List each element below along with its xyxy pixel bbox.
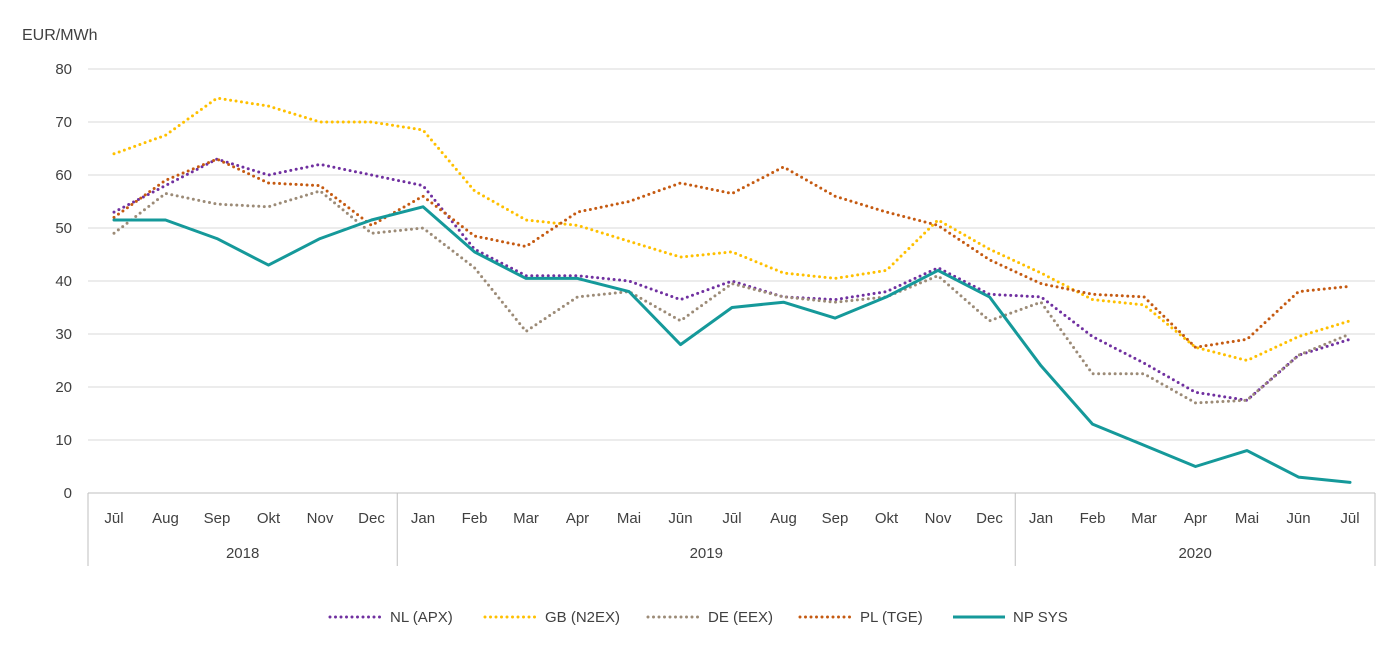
series-line-np-sys (112, 205, 1352, 484)
x-tick-label: Nov (307, 510, 334, 527)
x-tick-label: Nov (925, 510, 952, 527)
x-tick-label: Aug (152, 510, 179, 527)
x-tick-label: Okt (875, 510, 899, 527)
x-tick-label: Mai (1235, 510, 1259, 527)
x-tick-label: Jūl (104, 510, 123, 527)
y-axis-ticks: 0 10 20 30 40 50 60 70 80 (55, 61, 72, 502)
y-tick-label: 0 (64, 485, 72, 502)
x-tick-label: Mar (1131, 510, 1157, 527)
x-tick-label: Okt (257, 510, 281, 527)
legend-label: NL (APX) (390, 609, 453, 626)
y-tick-label: 40 (55, 273, 72, 290)
year-label: 2019 (690, 545, 723, 562)
x-tick-label: Sep (204, 510, 231, 527)
legend-label: NP SYS (1013, 609, 1068, 626)
x-tick-label: Feb (1080, 510, 1106, 527)
x-tick-label: Apr (1184, 510, 1207, 527)
x-tick-label: Dec (358, 510, 385, 527)
year-label: 2020 (1178, 545, 1211, 562)
x-tick-label: Mar (513, 510, 539, 527)
x-tick-label: Aug (770, 510, 797, 527)
x-tick-label: Jūn (668, 510, 692, 527)
series-line-pl-tge (112, 157, 1352, 349)
legend-label: GB (N2EX) (545, 609, 620, 626)
x-tick-label: Jan (1029, 510, 1053, 527)
x-tick-label: Jūl (1340, 510, 1359, 527)
legend-label: DE (EEX) (708, 609, 773, 626)
y-tick-label: 50 (55, 220, 72, 237)
series-line-nl-apx (112, 157, 1352, 402)
series-lines (112, 96, 1352, 484)
legend-label: PL (TGE) (860, 609, 923, 626)
y-tick-label: 30 (55, 326, 72, 343)
series-line-de-eex (112, 189, 1352, 405)
y-tick-label: 80 (55, 61, 72, 78)
x-tick-label: Feb (462, 510, 488, 527)
y-tick-label: 20 (55, 379, 72, 396)
x-tick-label: Sep (822, 510, 849, 527)
x-tick-label: Mai (617, 510, 641, 527)
x-tick-label: Jūl (722, 510, 741, 527)
x-axis: Jūl Aug Sep Okt Nov Dec Jan Feb Mar Apr Mai Jūn Jūl A… (87, 493, 1376, 566)
x-tick-label: Jūn (1286, 510, 1310, 527)
x-tick-label: Dec (976, 510, 1003, 527)
x-tick-label: Apr (566, 510, 589, 527)
y-axis-unit-label: EUR/MWh (22, 27, 98, 44)
series-line-gb-n2ex (112, 96, 1352, 362)
y-tick-label: 60 (55, 167, 72, 184)
year-label: 2018 (226, 545, 259, 562)
y-tick-label: 10 (55, 432, 72, 449)
legend: NL (APX) GB (N2EX) DE (EEX) PL (TGE) NP SYS (328, 609, 1068, 626)
gridlines (88, 68, 1375, 494)
y-tick-label: 70 (55, 114, 72, 131)
x-tick-label: Jan (411, 510, 435, 527)
